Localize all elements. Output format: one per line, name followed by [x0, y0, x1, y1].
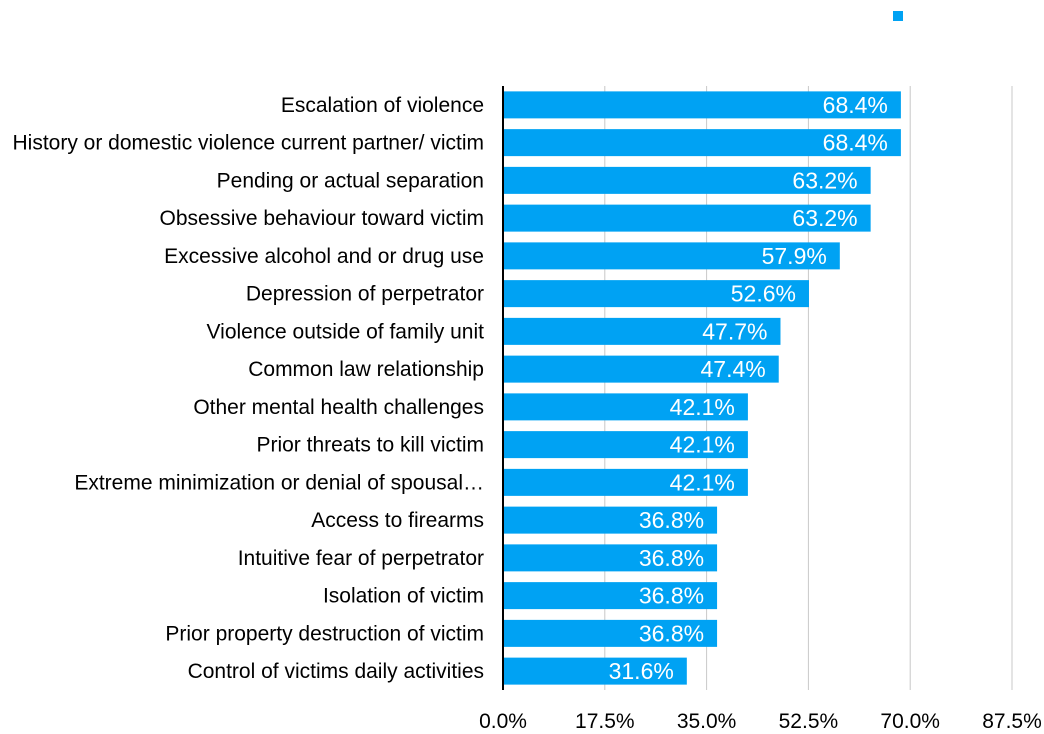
category-label: Escalation of violence	[281, 94, 484, 117]
tick-label: 87.5%	[982, 710, 1042, 733]
category-label: Obsessive behaviour toward victim	[160, 207, 484, 230]
bar	[503, 582, 718, 610]
bar	[503, 619, 718, 647]
data-label: 36.8%	[639, 620, 704, 646]
bar	[503, 242, 840, 270]
data-label: 47.7%	[702, 318, 767, 344]
category-label: Control of victims daily activities	[188, 660, 484, 683]
bars	[503, 91, 901, 685]
data-label: 68.4%	[823, 130, 888, 156]
data-label: 42.1%	[670, 394, 735, 420]
data-label: 47.4%	[701, 356, 766, 382]
legend-swatch	[893, 11, 903, 21]
data-label: 36.8%	[639, 545, 704, 571]
data-label: 57.9%	[762, 243, 827, 269]
data-label: 31.6%	[609, 658, 674, 684]
category-label: Other mental health challenges	[193, 396, 484, 419]
tick-label: 35.0%	[677, 710, 737, 733]
data-label: 42.1%	[670, 469, 735, 495]
bar	[503, 129, 901, 157]
bar	[503, 355, 779, 383]
category-label: Pending or actual separation	[217, 169, 484, 192]
bar	[503, 468, 748, 496]
data-labels: 68.4% 68.4% 63.2% 63.2% 57.9% 52.6% 47.7% 47.4%…	[609, 92, 888, 684]
tick-label: 0.0%	[479, 710, 527, 733]
bar	[503, 166, 871, 194]
tick-label: 52.5%	[779, 710, 839, 733]
category-labels: Escalation of violence History or domesti…	[13, 94, 485, 683]
category-label: Depression of perpetrator	[246, 283, 484, 306]
bar	[503, 393, 748, 421]
tick-label: 17.5%	[575, 710, 635, 733]
data-label: 42.1%	[670, 432, 735, 458]
category-label: Prior threats to kill victim	[256, 434, 484, 457]
tick-label: 70.0%	[880, 710, 940, 733]
data-label: 68.4%	[823, 92, 888, 118]
category-label: Violence outside of family unit	[207, 320, 485, 343]
data-label: 52.6%	[731, 281, 796, 307]
category-label: History or domestic violence current par…	[13, 132, 485, 155]
bar	[503, 657, 687, 685]
bar	[503, 204, 871, 232]
bar	[503, 431, 748, 459]
data-label: 63.2%	[792, 167, 857, 193]
category-label: Excessive alcohol and or drug use	[164, 245, 484, 268]
category-label: Extreme minimization or denial of spousa…	[74, 471, 484, 494]
category-label: Prior property destruction of victim	[165, 622, 484, 645]
category-label: Intuitive fear of perpetrator	[238, 547, 484, 570]
data-label: 36.8%	[639, 583, 704, 609]
bar	[503, 280, 809, 308]
category-label: Isolation of victim	[323, 585, 484, 608]
bar	[503, 544, 718, 572]
tick-labels: 0.0% 17.5% 35.0% 52.5% 70.0% 87.5%	[479, 710, 1042, 733]
bar	[503, 506, 718, 534]
data-label: 36.8%	[639, 507, 704, 533]
category-label: Access to firearms	[311, 509, 484, 532]
category-label: Common law relationship	[248, 358, 484, 381]
bar	[503, 91, 901, 119]
bar	[503, 317, 781, 345]
data-label: 63.2%	[792, 205, 857, 231]
